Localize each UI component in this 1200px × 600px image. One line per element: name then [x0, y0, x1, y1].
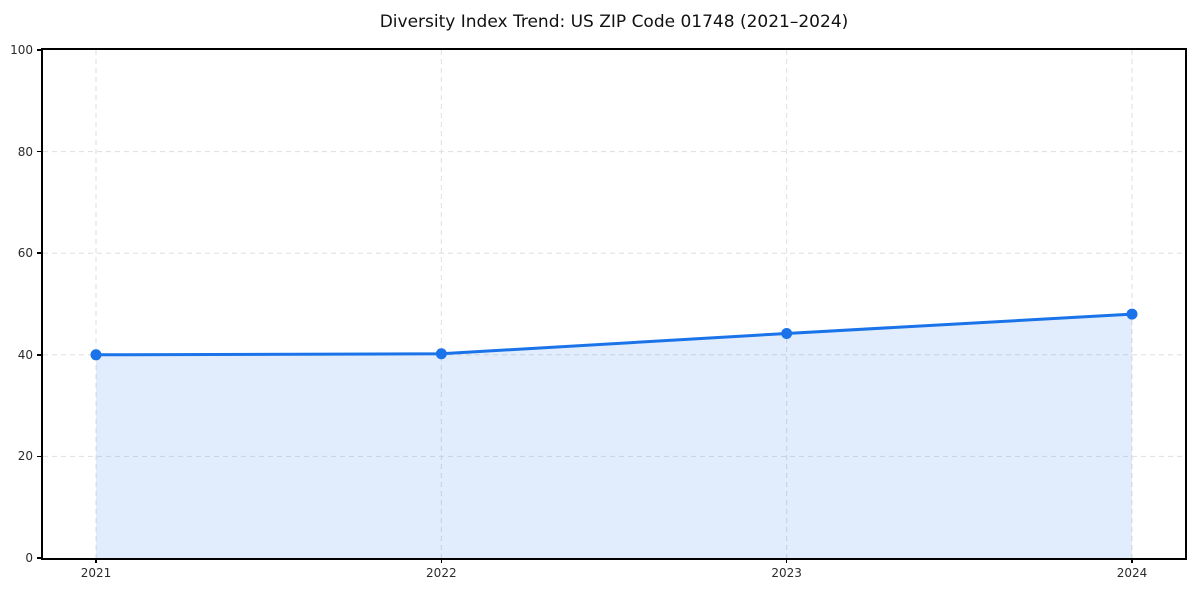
plot-area: [41, 48, 1187, 560]
trend-area-chart: [43, 50, 1185, 558]
x-axis-tick-mark: [1131, 558, 1133, 563]
y-axis-tick-label: 100: [10, 43, 33, 57]
x-axis-tick-mark: [785, 558, 788, 563]
y-axis-tick-mark: [37, 354, 42, 356]
area-fill: [96, 314, 1132, 558]
y-axis-tick-label: 60: [17, 246, 33, 261]
x-axis-tick-label: 2023: [771, 566, 802, 580]
y-axis-tick-label: 20: [17, 449, 33, 464]
x-axis-tick-mark: [440, 558, 443, 563]
y-axis-tick-mark: [37, 557, 42, 559]
y-axis-tick-mark: [37, 455, 42, 458]
data-point-marker: [435, 348, 447, 360]
y-axis-tick-label: 40: [17, 347, 33, 362]
y-axis-tick-mark: [37, 150, 42, 153]
y-axis-tick-mark: [37, 252, 42, 254]
trend-line: [94, 312, 1134, 357]
y-axis-tick-label: 0: [25, 551, 33, 565]
x-axis-tick-label: 2021: [80, 566, 112, 580]
y-axis-tick-mark: [37, 49, 42, 51]
data-point-marker: [90, 349, 102, 361]
data-point-marker: [1126, 308, 1138, 320]
y-axis-tick-label: 80: [17, 144, 33, 159]
x-axis-tick-label: 2022: [426, 566, 457, 580]
data-point-marker: [781, 327, 793, 339]
x-axis-tick-label: 2024: [1116, 566, 1148, 580]
x-axis-tick-mark: [95, 558, 97, 563]
chart-title: Diversity Index Trend: US ZIP Code 01748…: [379, 12, 849, 32]
